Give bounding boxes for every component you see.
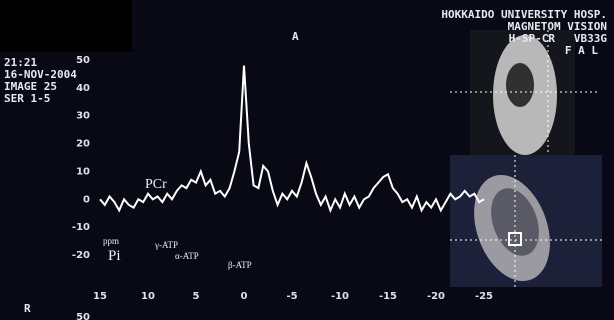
x-tick-label: -10 (331, 291, 349, 302)
y-tick-label: -10 (72, 222, 90, 233)
y-tick-label: 20 (76, 139, 90, 150)
x-unit: ppm (103, 236, 119, 246)
y-tick-label: 10 (76, 166, 90, 177)
x-tick-label: -15 (379, 291, 397, 302)
x-tick-label: 10 (141, 291, 155, 302)
mode: F A L (565, 44, 598, 57)
x-tick-label: -5 (286, 291, 297, 302)
x-tick-label: 15 (93, 291, 107, 302)
screen: 21:21 16-NOV-2004 IMAGE 25 SER 1-5 A HOK… (0, 0, 614, 320)
x-tick-label: -20 (427, 291, 445, 302)
x-tick-label: 5 (193, 291, 200, 302)
lower-panel-label: R (24, 302, 31, 315)
panel-label: A (292, 30, 299, 43)
peak-annotation: α-ATP (175, 251, 199, 261)
x-tick-label: -25 (475, 291, 493, 302)
y-tick-label: 0 (83, 194, 90, 205)
y-tick-label: 30 (76, 111, 90, 122)
y-tick-label: 50 (76, 55, 90, 66)
x-tick-label: 0 (241, 291, 248, 302)
y-tick-label: 40 (76, 83, 90, 94)
sequence: H-SP-CR (509, 32, 556, 45)
series: SER 1-5 (4, 92, 50, 105)
y-tick-label: -20 (72, 250, 90, 261)
peak-annotation: Pi (108, 248, 121, 264)
peak-annotation: γ-ATP (154, 240, 178, 250)
mri-bottom (450, 155, 602, 292)
peak-annotation: β-ATP (228, 260, 252, 270)
black-box (0, 0, 132, 52)
lower-tick: 50 (76, 312, 90, 320)
peak-annotation: PCr (145, 177, 167, 192)
